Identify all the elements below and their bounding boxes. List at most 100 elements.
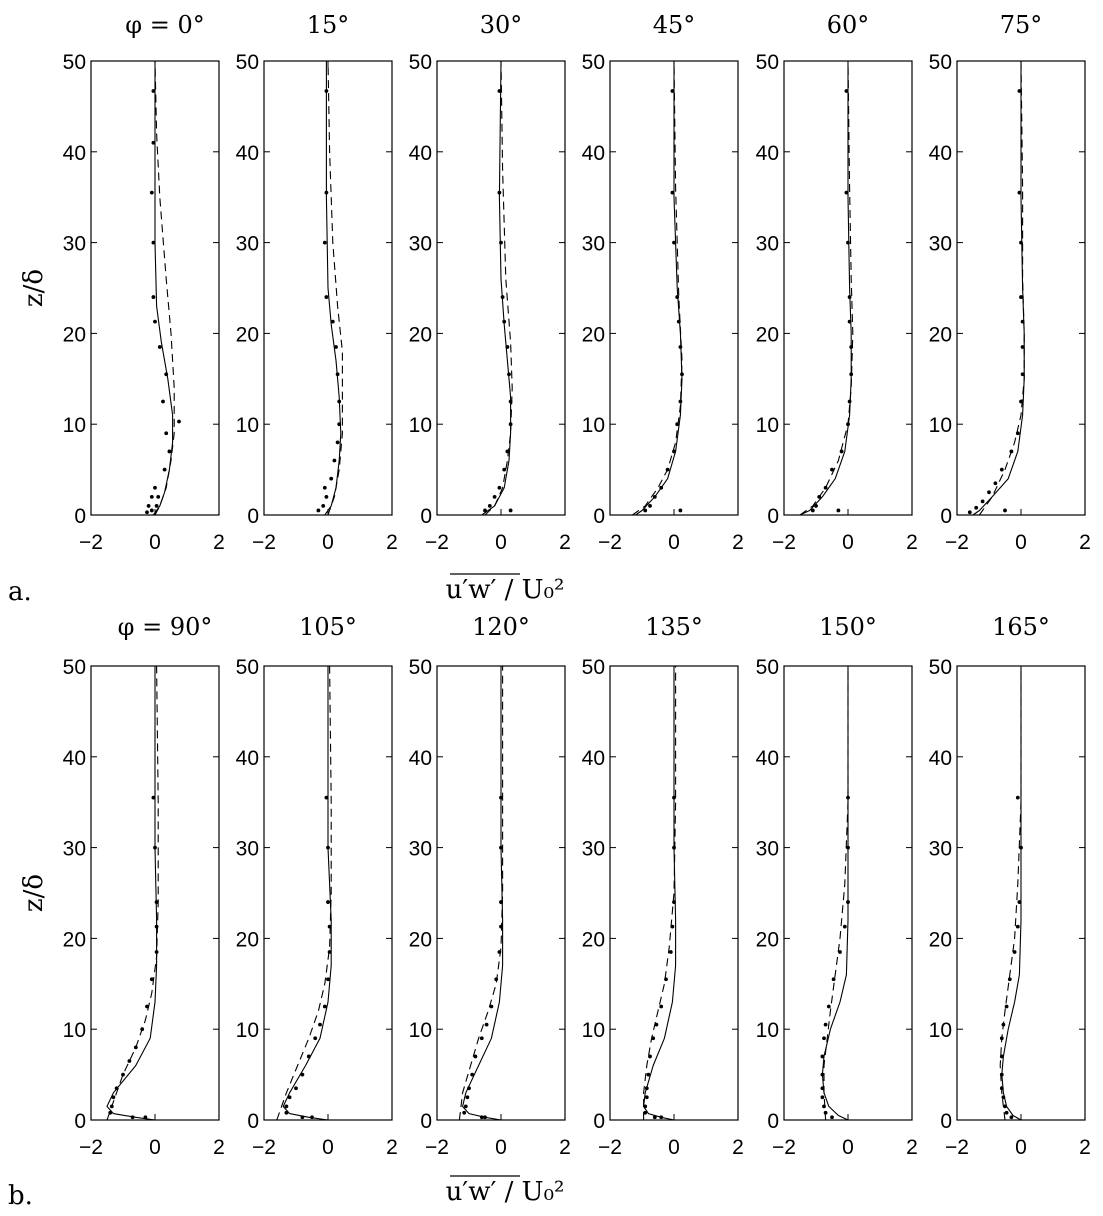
panel-4-ytick-label: 40 — [756, 142, 779, 165]
panel-0-data-point — [152, 241, 156, 245]
panel-10-data-point — [827, 1005, 831, 1009]
panel-7-data-point — [318, 1023, 322, 1027]
panel-5-xtick-label: 0 — [1015, 531, 1027, 554]
panel-8-data-point — [499, 925, 503, 929]
panel-0: φ = 0° 0 10 20 30 40 50 −2 0 2 — [63, 11, 225, 554]
panel-1-ytick-label: 50 — [236, 51, 259, 74]
panel-2-frame — [437, 61, 565, 515]
panel-2-data-point — [509, 422, 513, 426]
panel-4-ytick-label: 30 — [756, 233, 779, 256]
panel-0-data-point — [147, 504, 151, 508]
panel-4-data-point — [849, 345, 853, 349]
panel-5-data-point — [981, 499, 985, 503]
panel-6-data-point — [152, 796, 156, 800]
panel-9-xtick-label: −2 — [598, 1136, 622, 1159]
panel-8-ytick-label: 30 — [409, 838, 432, 861]
panel-10-data-point — [821, 1073, 825, 1077]
panel-6-data-point — [140, 1027, 144, 1031]
panel-11-xtick-label: 2 — [1079, 1136, 1091, 1159]
panel-8-data-point — [470, 1073, 474, 1077]
panel-6-data-point — [115, 1086, 119, 1090]
panel-1-ytick-label: 30 — [236, 233, 259, 256]
panel-1-data-point — [321, 504, 325, 508]
panel-0-data-point — [163, 468, 167, 472]
panel-0-data-point — [168, 450, 172, 454]
panel-10-data-point — [838, 950, 842, 954]
panel-2-data-point — [498, 191, 502, 195]
panel-1-data-point — [333, 459, 337, 463]
panel-10: 150°01020304050−2 0 2 — [756, 613, 918, 1159]
panel-11-data-point — [1000, 1073, 1004, 1077]
panel-9-data-point — [648, 1055, 652, 1059]
panel-1-data-point — [334, 345, 338, 349]
panel-3-xtick-label: −2 — [598, 531, 622, 554]
panel-9: 135° 0 10 20 30 40 50 −2 0 2 — [582, 613, 744, 1159]
panel-4-solid-curve — [800, 61, 851, 515]
panel-2-title: 30° — [480, 11, 523, 39]
panel-6-ytick-label: 10 — [63, 1019, 86, 1042]
panel-11-ytick-label: 40 — [929, 747, 952, 770]
panel-1-xtick-label: −2 — [252, 531, 276, 554]
panel-2-data-point — [493, 495, 497, 499]
panel-0-solid-curve — [153, 61, 172, 515]
panel-9-data-point — [647, 1073, 651, 1077]
panel-3-ytick-label: 30 — [582, 233, 605, 256]
panel-8-data-point — [490, 1005, 494, 1009]
panel-5-data-point — [1019, 295, 1023, 299]
panel-4-data-point — [817, 495, 821, 499]
panel-3-data-point — [679, 345, 683, 349]
panel-0-data-point — [150, 509, 154, 513]
panel-6-data-point — [155, 925, 159, 929]
panel-7-ytick-label: 20 — [236, 928, 259, 951]
panel-3-xtick-label: 0 — [668, 531, 680, 554]
panel-9-data-point — [671, 925, 675, 929]
panel-11-ytick-label: 10 — [929, 1019, 952, 1042]
panel-11-dashed-curve — [1000, 666, 1021, 1120]
panel-9-xtick-label: 0 — [668, 1136, 680, 1159]
row-0-x-axis-label: u′w′ / U₀² — [446, 575, 565, 605]
panel-10-ytick-label: 40 — [756, 747, 779, 770]
panel-4-ytick-label: 20 — [756, 323, 779, 346]
panel-7-data-point — [326, 977, 330, 981]
panel-6-ytick-label: 30 — [63, 838, 86, 861]
panel-3-data-point — [671, 191, 675, 195]
panel-5-data-point — [968, 510, 972, 514]
panel-3-data-point — [675, 422, 679, 426]
panel-9-data-point — [659, 1005, 663, 1009]
panel-11-data-point — [1013, 950, 1017, 954]
panel-8-xtick-label: −2 — [425, 1136, 449, 1159]
panel-3-data-point — [659, 486, 663, 490]
panel-10-data-point — [846, 796, 850, 800]
panel-5-data-point — [1021, 320, 1025, 324]
panel-9-data-point — [655, 1023, 659, 1027]
panel-11-ytick-label: 50 — [929, 656, 952, 679]
panel-0-data-point — [153, 486, 157, 490]
panel-8-ytick-label: 0 — [420, 1110, 432, 1133]
panel-2-data-point — [502, 468, 506, 472]
panel-1-data-point — [323, 241, 327, 245]
panel-8-data-point — [480, 1036, 484, 1040]
panel-7-data-point — [285, 1104, 289, 1108]
panel-4-data-point — [830, 468, 834, 472]
panel-11: 165° 0 10 20 30 40 50 −2 0 2 — [929, 613, 1091, 1159]
panel-3-data-point — [679, 509, 683, 513]
panel-6-title: φ = 90° — [118, 613, 213, 641]
panel-8-data-point — [499, 900, 503, 904]
panel-7-data-point — [285, 1111, 289, 1115]
panel-9-ytick-label: 0 — [593, 1110, 605, 1133]
panel-1-solid-curve — [325, 61, 341, 515]
panel-5-xtick-label: −2 — [945, 531, 969, 554]
panel-6-data-point — [112, 1095, 116, 1099]
panel-10-data-point — [824, 1023, 828, 1027]
panel-6-ytick-label: 50 — [63, 656, 86, 679]
panel-5-dashed-curve — [979, 61, 1024, 515]
panel-1-xtick-label: 0 — [322, 531, 334, 554]
panel-10-data-point — [821, 1095, 825, 1099]
panel-1-data-point — [325, 89, 329, 93]
panel-8-data-point — [498, 950, 502, 954]
panel-5-data-point — [1018, 89, 1022, 93]
panel-3-data-point — [653, 495, 657, 499]
panel-7-ytick-label: 50 — [236, 656, 259, 679]
panel-2-data-point — [488, 504, 492, 508]
panel-3-ytick-label: 20 — [582, 323, 605, 346]
